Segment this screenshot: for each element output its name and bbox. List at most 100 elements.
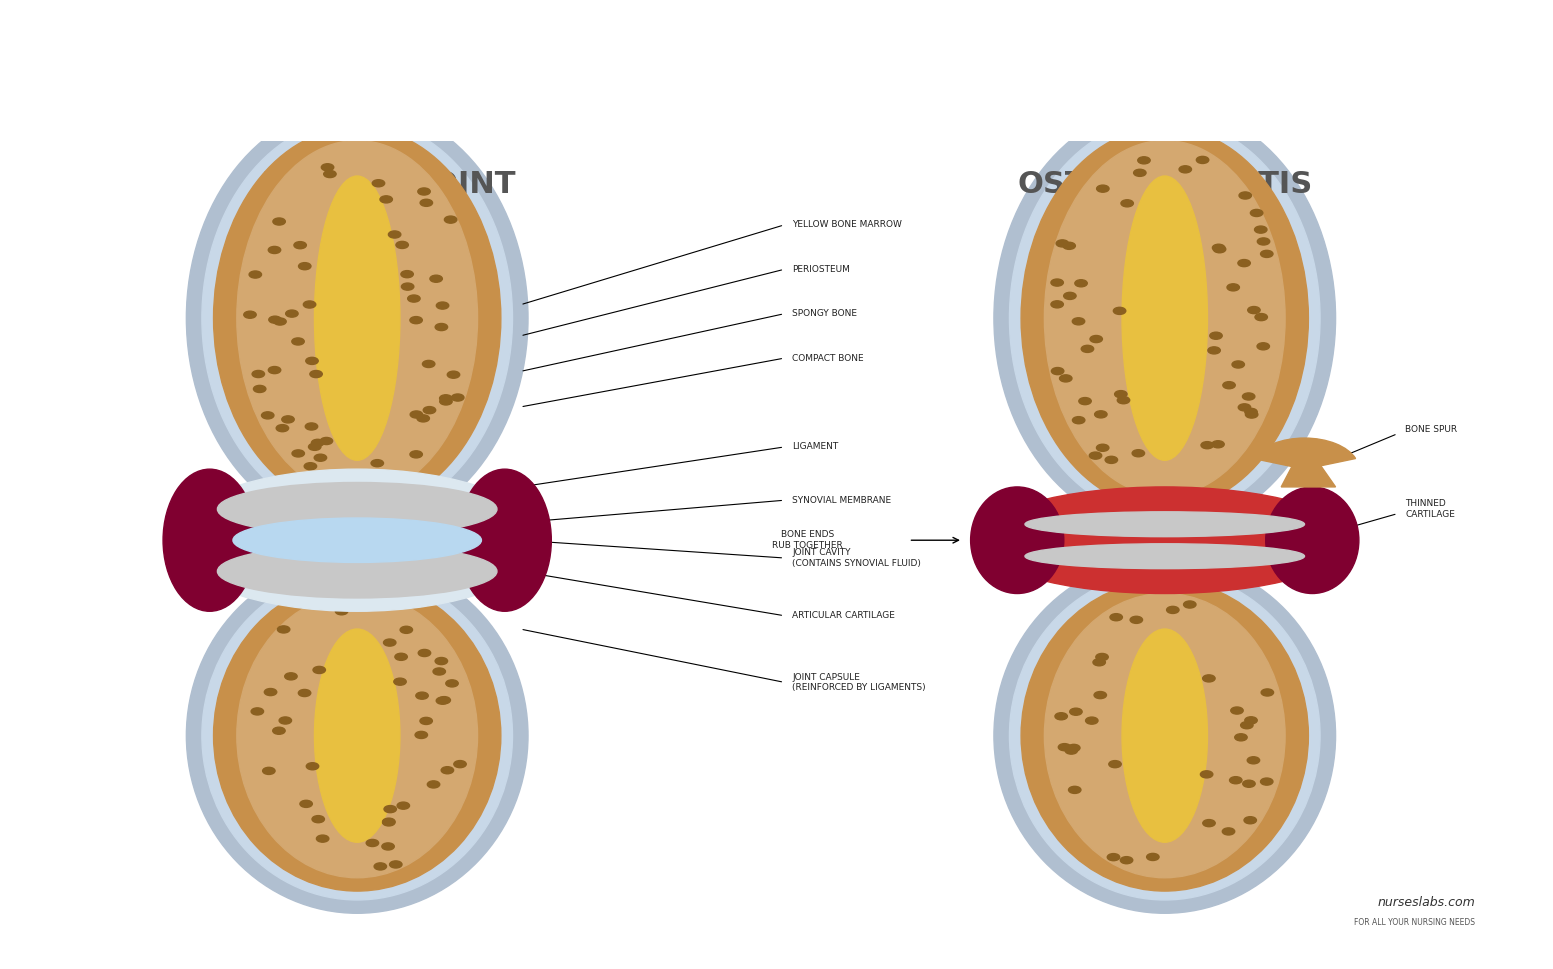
Circle shape	[384, 639, 396, 646]
Circle shape	[376, 602, 388, 609]
Circle shape	[1062, 242, 1075, 249]
Circle shape	[1096, 653, 1109, 661]
Ellipse shape	[202, 118, 512, 518]
Circle shape	[309, 443, 321, 451]
Text: FOR ALL YOUR NURSING NEEDS: FOR ALL YOUR NURSING NEEDS	[1354, 918, 1475, 926]
Ellipse shape	[994, 558, 1336, 913]
Circle shape	[1093, 659, 1106, 666]
Ellipse shape	[1022, 580, 1308, 891]
Circle shape	[273, 318, 286, 325]
Circle shape	[323, 171, 335, 177]
Circle shape	[1106, 456, 1118, 463]
Circle shape	[374, 862, 387, 870]
Circle shape	[320, 437, 332, 445]
Circle shape	[418, 415, 430, 422]
Circle shape	[1096, 444, 1109, 452]
Circle shape	[1255, 314, 1267, 321]
Circle shape	[390, 860, 402, 868]
Ellipse shape	[217, 545, 497, 598]
Circle shape	[1222, 382, 1235, 389]
Circle shape	[1056, 240, 1068, 247]
Circle shape	[303, 301, 315, 308]
Ellipse shape	[1009, 572, 1320, 900]
Circle shape	[1089, 453, 1101, 459]
Circle shape	[1090, 335, 1103, 343]
Circle shape	[1183, 601, 1196, 609]
Circle shape	[253, 386, 266, 392]
Circle shape	[1202, 674, 1214, 682]
Circle shape	[312, 439, 325, 447]
Circle shape	[408, 295, 421, 302]
Circle shape	[1258, 238, 1270, 245]
Circle shape	[1132, 450, 1145, 456]
Circle shape	[371, 459, 384, 467]
Ellipse shape	[1266, 487, 1359, 593]
Circle shape	[430, 275, 443, 282]
Circle shape	[410, 411, 422, 418]
Circle shape	[294, 241, 306, 249]
Circle shape	[1261, 778, 1273, 785]
Circle shape	[321, 164, 334, 171]
Circle shape	[1202, 820, 1214, 827]
Circle shape	[1232, 360, 1244, 368]
Circle shape	[1200, 770, 1213, 778]
Circle shape	[1232, 707, 1244, 714]
Circle shape	[419, 717, 432, 725]
Circle shape	[1120, 857, 1132, 863]
Circle shape	[281, 416, 294, 422]
Circle shape	[278, 626, 290, 633]
Circle shape	[439, 394, 452, 402]
Circle shape	[1213, 246, 1225, 253]
Circle shape	[447, 371, 460, 378]
Circle shape	[435, 658, 447, 665]
Circle shape	[439, 398, 452, 405]
Circle shape	[1213, 244, 1225, 251]
Circle shape	[424, 407, 436, 414]
Circle shape	[284, 672, 297, 680]
Circle shape	[1250, 209, 1263, 216]
Ellipse shape	[202, 572, 512, 900]
Circle shape	[401, 270, 413, 278]
Circle shape	[1196, 156, 1208, 164]
Circle shape	[435, 324, 447, 330]
Circle shape	[1096, 185, 1109, 192]
Circle shape	[1238, 404, 1250, 411]
Circle shape	[410, 451, 422, 458]
Circle shape	[441, 766, 453, 774]
Text: Normal Joint vs Osteoarthritis: Normal Joint vs Osteoarthritis	[332, 38, 1221, 90]
Circle shape	[382, 818, 394, 826]
Circle shape	[1067, 744, 1079, 751]
Circle shape	[1261, 689, 1273, 696]
Circle shape	[1109, 761, 1121, 767]
Circle shape	[1222, 828, 1235, 835]
Circle shape	[1138, 157, 1151, 164]
Circle shape	[1114, 307, 1126, 314]
Circle shape	[1081, 345, 1093, 353]
Circle shape	[306, 763, 318, 769]
Circle shape	[1115, 391, 1127, 397]
Circle shape	[382, 843, 394, 850]
Circle shape	[262, 767, 275, 774]
Circle shape	[311, 370, 323, 378]
Ellipse shape	[163, 469, 256, 611]
Circle shape	[304, 462, 317, 470]
Circle shape	[292, 450, 304, 457]
Circle shape	[436, 302, 449, 309]
Ellipse shape	[1009, 118, 1320, 518]
Circle shape	[1068, 786, 1081, 794]
Ellipse shape	[971, 487, 1064, 593]
Circle shape	[394, 653, 407, 660]
Circle shape	[1246, 411, 1258, 418]
Circle shape	[416, 692, 429, 700]
Circle shape	[335, 608, 348, 615]
Circle shape	[382, 819, 394, 826]
Circle shape	[421, 200, 433, 206]
Circle shape	[1072, 318, 1084, 325]
Circle shape	[261, 412, 273, 419]
Circle shape	[1255, 226, 1267, 234]
Circle shape	[1117, 396, 1129, 404]
Circle shape	[269, 246, 281, 254]
Ellipse shape	[171, 469, 544, 611]
Circle shape	[1058, 743, 1070, 751]
Circle shape	[1051, 367, 1064, 375]
